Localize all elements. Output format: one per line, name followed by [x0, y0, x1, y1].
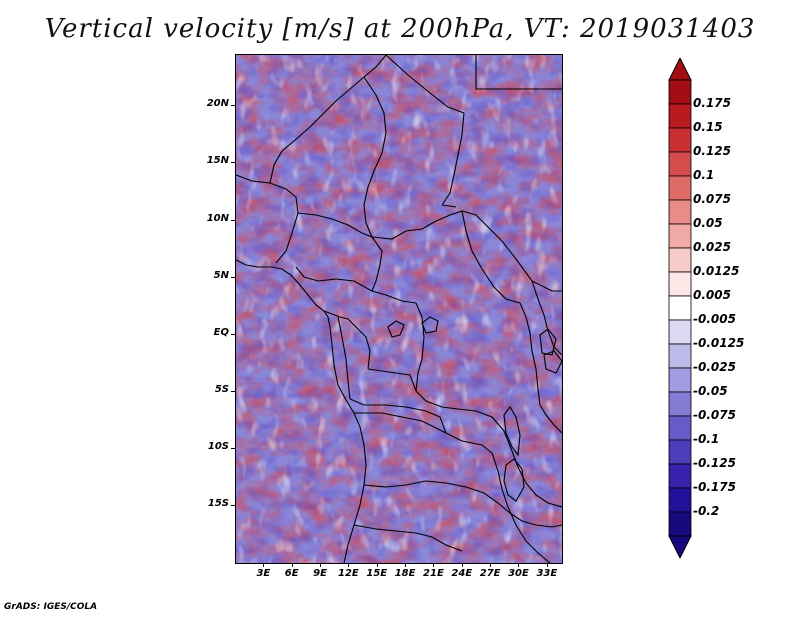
colorbar-tick-label: -0.005: [693, 312, 736, 326]
lat-tick-label: 15S: [207, 497, 229, 509]
lat-tick-mark: [231, 333, 235, 335]
colorbar-tick-label: 0.05: [693, 216, 723, 230]
colorbar-tick-label: -0.125: [693, 456, 736, 470]
lat-tick-label: 5S: [214, 383, 229, 395]
lat-tick-mark: [231, 447, 235, 449]
colorbar-swatch: [668, 439, 692, 465]
lon-tick-mark: [433, 563, 435, 567]
colorbar-tick-label: -0.075: [693, 408, 736, 422]
grads-credit: GrADS: IGES/COLA: [4, 602, 98, 612]
colorbar-swatch: [668, 391, 692, 417]
lat-tick-label: EQ: [213, 326, 229, 338]
colorbar-swatch: [668, 79, 692, 105]
colorbar-swatch: [668, 127, 692, 153]
lon-tick-label: 9E: [313, 568, 327, 579]
colorbar-tick-label: -0.1: [693, 432, 720, 446]
colorbar-swatch: [668, 271, 692, 297]
colorbar-tick-label: 0.1: [693, 168, 715, 182]
lat-tick-label: 15N: [206, 155, 229, 167]
colorbar-swatch: [668, 103, 692, 129]
lon-tick-label: 6E: [284, 568, 299, 579]
map-panel: [235, 54, 563, 564]
lat-tick-mark: [231, 105, 235, 107]
colorbar-tick-label: 0.025: [693, 240, 731, 254]
colorbar-tick-label: -0.175: [693, 480, 736, 494]
colorbar-tick-label: -0.2: [693, 504, 720, 518]
lat-tick-label: 10N: [206, 212, 229, 224]
lat-tick-label: 20N: [206, 98, 229, 110]
colorbar-swatch: [668, 295, 692, 321]
lon-tick-mark: [405, 563, 407, 567]
lon-tick-label: 30E: [508, 568, 529, 579]
lon-tick-mark: [263, 563, 265, 567]
colorbar-swatch: [668, 511, 692, 537]
colorbar-tick-label: 0.175: [693, 96, 731, 110]
lat-tick-mark: [231, 390, 235, 392]
lon-tick-mark: [320, 563, 322, 567]
lon-tick-mark: [376, 563, 378, 567]
colorbar-tick-label: -0.05: [693, 384, 728, 398]
colorbar-swatch: [668, 223, 692, 249]
lon-tick-label: 15E: [366, 568, 388, 579]
colorbar-top-arrow: [668, 58, 692, 81]
colorbar-tick-label: -0.025: [693, 360, 736, 374]
colorbar-swatch: [668, 199, 692, 225]
field-near-zero: [236, 55, 562, 563]
lon-tick-label: 12E: [338, 568, 359, 579]
lon-tick-label: 18E: [394, 568, 416, 579]
lon-tick-mark: [518, 563, 520, 567]
lon-tick-mark: [348, 563, 350, 567]
colorbar-swatch: [668, 415, 692, 441]
colorbar-swatch: [668, 319, 692, 345]
velocity-field-map: [236, 55, 562, 563]
lon-tick-mark: [490, 563, 492, 567]
colorbar-bottom-arrow: [668, 535, 692, 558]
colorbar-tick-label: 0.075: [693, 192, 731, 206]
colorbar-swatch: [668, 367, 692, 393]
lon-tick-label: 21E: [423, 568, 444, 579]
colorbar-tick-label: 0.125: [693, 144, 731, 158]
lon-tick-mark: [546, 563, 548, 567]
colorbar-tick-label: 0.15: [693, 120, 723, 134]
colorbar-swatch: [668, 487, 692, 513]
lat-tick-mark: [231, 219, 235, 221]
colorbar-swatch: [668, 247, 692, 273]
colorbar-swatch: [668, 343, 692, 369]
colorbar-tick-label: -0.0125: [693, 336, 745, 350]
colorbar: [668, 58, 692, 558]
lon-tick-mark: [461, 563, 463, 567]
lat-tick-mark: [231, 504, 235, 506]
colorbar-swatch: [668, 463, 692, 489]
country-borders: [236, 55, 562, 563]
lat-tick-mark: [231, 162, 235, 164]
lat-tick-label: 10S: [207, 440, 229, 452]
lon-tick-mark: [291, 563, 293, 567]
colorbar-tick-label: 0.005: [693, 288, 731, 302]
lakes: [387, 316, 562, 502]
lon-tick-label: 27E: [479, 568, 501, 579]
colorbar-swatch: [668, 151, 692, 177]
lat-tick-mark: [231, 276, 235, 278]
colorbar-tick-label: 0.0125: [693, 264, 740, 278]
colorbar-swatch: [668, 175, 692, 201]
lon-tick-label: 3E: [256, 568, 271, 579]
chart-title: Vertical velocity [m/s] at 200hPa, VT: 2…: [44, 14, 756, 44]
lat-tick-label: 5N: [213, 269, 229, 281]
lon-tick-label: 33E: [536, 568, 558, 579]
lon-tick-label: 24E: [451, 568, 473, 579]
